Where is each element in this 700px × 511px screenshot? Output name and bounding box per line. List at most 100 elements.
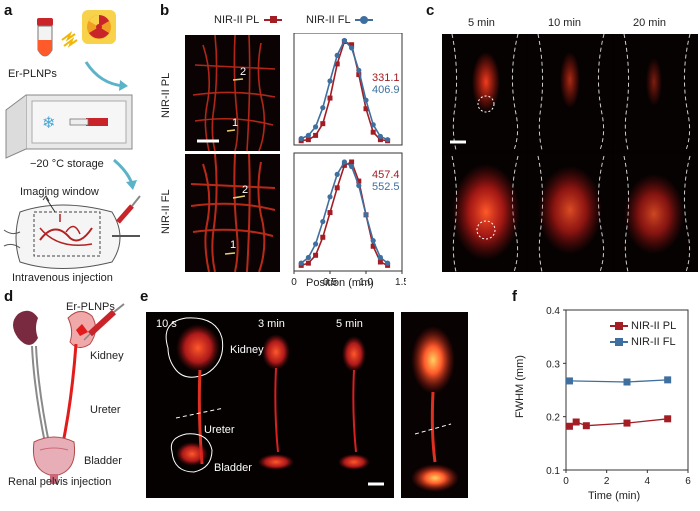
f-xlabel: Time (min) — [588, 490, 641, 502]
point-f-1-0 — [565, 377, 573, 385]
point-pl-b-1-10 — [370, 243, 376, 249]
c-time-1: 10 min — [548, 17, 582, 29]
plot-frame-b-0 — [293, 33, 403, 146]
point-pl-b-1-11 — [377, 259, 383, 265]
point-pl-b-1-7 — [349, 159, 355, 165]
vessel-image-pl — [185, 35, 280, 151]
x-tick-label-f: 2 — [604, 476, 610, 487]
label-intravenous-injection: Intravenous injection — [12, 272, 113, 284]
series-line-f-1 — [569, 379, 668, 383]
row-label-fl: NIR-II FL — [160, 189, 172, 234]
point-fl-b-1-9 — [363, 212, 369, 218]
point-fl-b-1-2 — [313, 241, 319, 247]
schematic-d — [13, 303, 125, 484]
point-pl-b-0-8 — [356, 72, 362, 78]
point-pl-b-1-5 — [334, 185, 340, 191]
image-grid-c-svg — [442, 34, 698, 272]
y-tick-label-f: 0.3 — [546, 359, 560, 370]
point-fl-b-1-11 — [377, 254, 383, 261]
point-fl-b-0-4 — [327, 78, 333, 84]
image-grid-c — [442, 34, 698, 272]
ureter-line — [60, 343, 78, 449]
e-kidney: Kidney — [230, 344, 264, 356]
point-f-0-2 — [582, 422, 590, 430]
marker-1-bottom: 1 — [230, 239, 237, 251]
e-ureter: Ureter — [204, 424, 235, 436]
point-pl-b-0-1 — [305, 137, 311, 143]
d-ureter: Ureter — [90, 404, 121, 416]
point-fl-b-1-10 — [370, 238, 376, 244]
e-time-1: 3 min — [258, 318, 285, 330]
radiation-icon — [82, 10, 116, 44]
point-pl-b-1-3 — [320, 234, 326, 240]
svg-text:❄: ❄ — [42, 115, 55, 132]
point-fl-b-1-7 — [349, 163, 355, 170]
d-bladder: Bladder — [84, 455, 122, 467]
b-top-pl-value: 331.1 — [372, 72, 400, 84]
point-fl-b-0-1 — [305, 132, 311, 138]
vessel-image-fl-svg — [190, 154, 276, 272]
point-fl-b-0-2 — [313, 124, 319, 130]
x-tick-label-f: 0 — [563, 476, 569, 487]
point-f-1-2 — [664, 376, 672, 384]
point-fl-b-1-12 — [385, 260, 391, 266]
e-time-2: 5 min — [336, 318, 363, 330]
point-fl-b-1-1 — [305, 254, 311, 261]
y-tick-label-f: 0.1 — [546, 466, 560, 477]
x-tick-label-f: 4 — [645, 476, 651, 487]
e-bladder: Bladder — [214, 462, 252, 474]
x-tick-label-f: 6 — [685, 476, 691, 487]
lightning-icon — [61, 31, 78, 48]
plot-frame-b-1 — [293, 152, 403, 272]
syringe-icon-d — [83, 303, 125, 341]
fwhm-plot: 0.1 0.2 0.3 0.4 0 2 4 6 — [546, 306, 691, 487]
bladder-icon — [32, 436, 76, 484]
label-storage: −20 °C storage — [30, 158, 104, 170]
f-ylabel: FWHM (mm) — [514, 355, 526, 418]
profile-plots: 0 0.5 1.0 1.5 — [291, 33, 406, 288]
point-fl-b-0-12 — [385, 137, 391, 143]
marker-1-top: 1 — [232, 117, 239, 129]
legend-pl-marker — [263, 16, 282, 24]
f-legend-fl-marker — [610, 338, 628, 347]
point-fl-b-1-8 — [356, 182, 362, 189]
legend-fl-marker — [355, 16, 374, 25]
image-zoom-e-svg — [411, 326, 459, 492]
kidney-left-icon — [13, 310, 38, 345]
y-tick-label-f: 0.4 — [546, 306, 560, 317]
kidney-right-icon — [67, 311, 96, 348]
point-fl-b-0-5 — [334, 52, 340, 58]
point-f-0-3 — [623, 419, 631, 427]
legend-pl-b: NIR-II PL — [214, 14, 282, 26]
point-f-0-4 — [664, 415, 672, 423]
point-fl-b-0-9 — [363, 97, 369, 103]
point-fl-b-0-11 — [377, 133, 383, 140]
point-fl-b-0-8 — [356, 67, 362, 73]
label-er-plnps-a: Er-PLNPs — [8, 68, 57, 80]
b-bottom-fl-value: 552.5 — [372, 181, 400, 193]
schematic-a: ❄ — [3, 10, 141, 269]
point-pl-b-1-8 — [356, 178, 362, 184]
point-pl-b-0-9 — [363, 106, 369, 112]
point-pl-b-1-6 — [341, 162, 347, 168]
point-fl-b-0-0 — [298, 136, 304, 142]
vessel-image-pl-svg — [192, 35, 276, 151]
y-tick-label-f: 0.2 — [546, 413, 560, 424]
point-pl-b-0-11 — [377, 137, 383, 143]
point-fl-b-1-6 — [341, 159, 347, 165]
vial-icon — [37, 18, 53, 57]
point-pl-b-0-2 — [313, 132, 319, 138]
point-pl-b-0-5 — [334, 61, 340, 67]
e-time-0: 10 s — [156, 318, 177, 330]
f-legend-fl: NIR-II FL — [610, 336, 676, 348]
x-tick-label-b: 0.5 — [323, 277, 337, 288]
point-fl-b-0-10 — [370, 122, 376, 128]
d-caption: Renal pelvis injection — [8, 476, 112, 488]
plot-frame-f — [565, 309, 689, 471]
vessel-image-fl — [185, 154, 280, 272]
point-pl-b-1-4 — [327, 210, 333, 216]
point-fl-b-1-0 — [298, 260, 304, 266]
point-f-1-1 — [623, 378, 631, 386]
image-strip-e — [146, 312, 394, 498]
point-pl-b-0-10 — [370, 129, 376, 135]
